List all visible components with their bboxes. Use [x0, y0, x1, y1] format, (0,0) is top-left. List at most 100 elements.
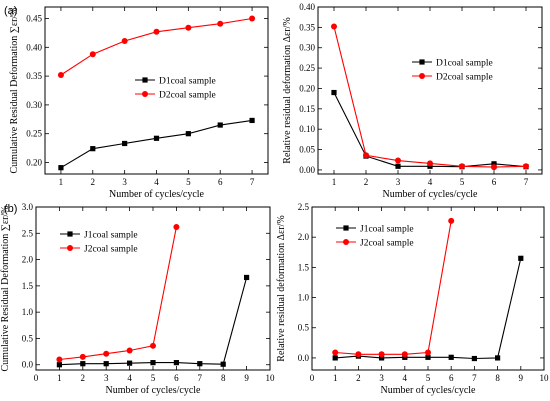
series-1 — [332, 217, 455, 358]
y-tick-label: 0.25 — [299, 63, 315, 73]
x-tick-label: 4 — [154, 177, 159, 187]
y-tick-label: 0.30 — [299, 43, 315, 53]
x-tick-label: 5 — [186, 177, 191, 187]
legend-entry: J1coal sample — [360, 225, 414, 235]
data-point — [395, 163, 401, 169]
chart-b-right: 0 1 2 3 4 5 6 7 8 9 10 0.0 0.5 1.0 1.5 2.0 2.5 Number of … — [276, 202, 549, 396]
x-axis-label: Number of cycles/cycle — [381, 385, 477, 396]
legend-entry: J2coal sample — [360, 239, 414, 249]
legend-entry: D1coal sample — [436, 59, 493, 69]
legend: D1coal sample D2coal sample — [412, 59, 493, 83]
x-tick-label: 7 — [250, 177, 255, 187]
series-1 — [331, 23, 529, 171]
data-point — [379, 355, 385, 361]
data-point — [425, 349, 431, 356]
x-tick-label: 6 — [492, 177, 497, 187]
y-tick-label: 2.0 — [22, 255, 34, 265]
data-point — [127, 360, 133, 366]
x-tick-label: 4 — [127, 373, 132, 383]
series-line — [59, 277, 248, 366]
x-tick-label: 8 — [221, 373, 226, 383]
legend-marker — [419, 59, 425, 65]
legend-marker — [67, 231, 73, 237]
panel-label-b: (b) — [4, 203, 17, 215]
x-tick-label: 10 — [540, 373, 550, 383]
y-tick-label: 1.5 — [298, 262, 310, 272]
data-point — [249, 117, 255, 124]
x-tick-label: 3 — [122, 177, 127, 187]
plot-frame — [311, 206, 545, 371]
y-tick-label: 3.0 — [22, 202, 34, 212]
y-tick-label: 0.5 — [298, 323, 310, 333]
y-tick-label: 0.45 — [26, 14, 42, 24]
legend: D1coal sample D2coal sample — [135, 77, 216, 101]
x-tick-label: 9 — [244, 373, 249, 383]
series-line — [333, 92, 527, 168]
x-tick-label: 1 — [332, 177, 337, 187]
x-tick-label: 6 — [174, 373, 179, 383]
data-point — [331, 23, 337, 30]
data-point — [57, 71, 64, 78]
y-tick-label: 0.00 — [299, 165, 315, 175]
data-point — [249, 15, 256, 22]
data-point — [185, 24, 192, 31]
y-tick-label: 0.20 — [299, 83, 315, 93]
data-point — [185, 131, 191, 137]
y-tick-label: 0.30 — [26, 100, 42, 110]
legend: J1coal sample J2coal sample — [336, 225, 414, 249]
y-tick-label: 2.5 — [298, 202, 310, 212]
series-1 — [56, 223, 180, 363]
series-1 — [57, 15, 256, 78]
data-point — [79, 353, 86, 360]
data-point — [126, 347, 133, 354]
x-tick-label: 4 — [403, 373, 408, 383]
data-point — [121, 37, 128, 44]
data-point — [80, 361, 86, 367]
data-point — [217, 122, 223, 128]
x-tick-label: 0 — [310, 373, 315, 383]
y-tick-label: 0.0 — [298, 353, 310, 363]
chart-b: 0 1 2 3 4 5 6 7 8 9 10 0.0 0.5 1.0 1.5 2.0 2.5 3.0 Number … — [0, 202, 275, 396]
x-tick-label: 1 — [59, 177, 64, 187]
y-tick-label: 1.0 — [298, 293, 310, 303]
data-point — [197, 361, 203, 367]
data-point — [173, 360, 179, 366]
data-point — [459, 163, 465, 170]
panel-label-a: (a) — [4, 5, 17, 17]
data-point — [401, 351, 408, 358]
series-0 — [58, 117, 255, 171]
x-tick-label: 0 — [34, 373, 39, 383]
series-line — [335, 258, 522, 360]
data-point — [355, 351, 362, 358]
legend-marker — [67, 245, 73, 251]
x-axis-label: Number of cycles/cycle — [383, 189, 479, 200]
y-tick-label: 0.05 — [299, 145, 315, 155]
data-point — [58, 165, 64, 171]
data-point — [153, 28, 160, 35]
data-point — [217, 20, 224, 27]
legend-marker — [419, 73, 425, 79]
data-point — [56, 356, 63, 363]
x-tick-label: 3 — [396, 177, 401, 187]
data-point — [89, 51, 96, 58]
data-point — [495, 355, 501, 361]
series-line — [60, 119, 253, 169]
y-tick-label: 0.0 — [22, 360, 34, 370]
legend-marker — [142, 91, 148, 97]
data-point — [150, 342, 156, 349]
legend-entry: J2coal sample — [84, 245, 138, 255]
data-point — [518, 255, 524, 261]
x-tick-label: 2 — [356, 373, 361, 383]
data-point — [153, 135, 160, 141]
series-0 — [56, 274, 250, 368]
y-tick-label: 2.0 — [298, 232, 310, 242]
x-tick-label: 7 — [524, 177, 529, 187]
x-tick-label: 8 — [495, 373, 500, 383]
series-line — [333, 26, 527, 168]
y-tick-label: 1.0 — [22, 307, 34, 317]
y-tick-label: 0.10 — [299, 124, 315, 134]
x-axis-label: Number of cycles/cycle — [106, 385, 202, 396]
x-tick-label: 2 — [364, 177, 369, 187]
data-point — [448, 354, 454, 360]
